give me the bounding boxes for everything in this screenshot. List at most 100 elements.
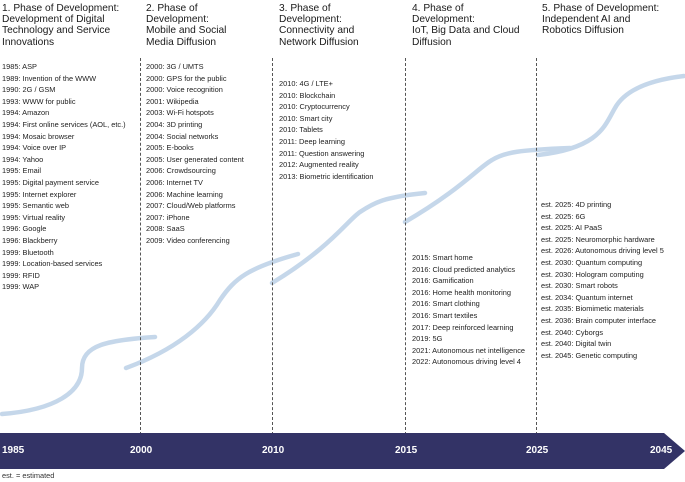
milestone-item: 1994: Mosaic browser xyxy=(2,131,75,141)
milestone-item: 1995: Email xyxy=(2,166,42,176)
year-label-2025: 2025 xyxy=(526,445,549,456)
milestone-item: est. 2025: Neuromorphic hardware xyxy=(541,234,655,244)
milestone-item: 1994: Voice over IP xyxy=(2,143,67,153)
milestone-item: est. 2030: Hologram computing xyxy=(541,269,644,279)
milestone-item: est. 2040: Digital twin xyxy=(541,339,612,349)
milestone-item: 2010: Cryptocurrency xyxy=(279,102,350,112)
phase-divider-1 xyxy=(140,58,141,435)
milestone-item: 2021: Autonomous net intelligence xyxy=(412,345,525,355)
year-label-1985: 1985 xyxy=(2,445,25,456)
footnote: est. = estimated xyxy=(2,471,55,480)
phase-2-title-line: 2. Phase of xyxy=(146,3,198,14)
milestone-item: est. 2045: Genetic computing xyxy=(541,350,638,360)
phase-5-title-line: 5. Phase of Development: xyxy=(542,3,660,14)
timeline-arrow xyxy=(0,433,685,469)
milestone-item: 2015: Smart home xyxy=(412,253,473,262)
milestone-item: 2001: Wikipedia xyxy=(146,96,199,106)
phase-3-title-line: Network Diffusion xyxy=(279,36,359,48)
milestone-item: 2011: Question answering xyxy=(279,148,365,158)
phase-3-title: 3. Phase of Development: Connectivity an… xyxy=(279,3,359,48)
phase-divider-3 xyxy=(405,58,406,435)
milestone-item: 2017: Deep reinforced learning xyxy=(412,322,514,332)
phase-4-title: 4. Phase of Development: IoT, Big Data a… xyxy=(412,3,520,48)
milestone-item: 1993: WWW for public xyxy=(2,96,76,106)
milestone-item: est. 2040: Cyborgs xyxy=(541,327,604,337)
phase-4-title-line: IoT, Big Data and Cloud xyxy=(412,25,520,37)
phase-5-title-line: Robotics Diffusion xyxy=(542,25,624,37)
phase-2-title-line: Mobile and Social xyxy=(146,25,227,37)
phase-1-title-line: Development of Digital xyxy=(2,14,105,26)
milestone-item: 1985: ASP xyxy=(2,62,37,71)
milestone-item: 2008: SaaS xyxy=(146,224,185,234)
milestone-item: 2000: 3G / UMTS xyxy=(146,62,204,71)
milestone-item: est. 2035: Biomimetic materials xyxy=(541,304,644,314)
milestone-item: 1999: RFID xyxy=(2,270,40,280)
milestone-item: 2010: Smart city xyxy=(279,113,333,123)
phase-1-milestones: 1985: ASP 1989: Invention of the WWW 199… xyxy=(2,61,126,293)
s-curve-phase-2 xyxy=(123,251,301,371)
milestone-item: 1995: Virtual reality xyxy=(2,212,66,222)
milestone-item: 2007: Cloud/Web platforms xyxy=(146,201,236,211)
s-curve-phase-5 xyxy=(535,73,685,158)
milestone-item: 1999: Location-based services xyxy=(2,259,103,269)
milestone-item: est. 2025: 4D printing xyxy=(541,200,612,209)
milestone-item: est. 2036: Brain computer interface xyxy=(541,315,657,325)
milestone-item: 2009: Video conferencing xyxy=(146,235,230,245)
s-curve-phase-1 xyxy=(0,334,158,417)
milestone-item: 1995: Semantic web xyxy=(2,201,69,211)
milestone-item: 2016: Smart textiles xyxy=(412,310,478,320)
milestone-item: 2010: 4G / LTE+ xyxy=(279,79,333,88)
milestone-item: 2003: Wi-Fi hotspots xyxy=(146,108,214,118)
milestone-item: 2016: Cloud predicted analytics xyxy=(412,264,516,274)
phase-divider-2 xyxy=(272,58,273,435)
milestone-item: 2019: 5G xyxy=(412,334,443,344)
phase-5-milestones: est. 2025: 4D printing est. 2025: 6G est… xyxy=(541,199,664,361)
milestone-item: 2006: Machine learning xyxy=(146,189,223,199)
year-label-2000: 2000 xyxy=(130,445,153,456)
phase-divider-4 xyxy=(536,58,537,435)
year-label-2045: 2045 xyxy=(650,445,673,456)
milestone-item: 1999: Bluetooth xyxy=(2,247,54,257)
milestone-item: 2000: GPS for the public xyxy=(146,73,227,83)
phase-3-milestones: 2010: 4G / LTE+ 2010: Blockchain 2010: C… xyxy=(279,78,374,182)
milestone-item: 1989: Invention of the WWW xyxy=(2,73,97,83)
milestone-item: 1999: WAP xyxy=(2,282,40,292)
milestone-item: est. 2025: 6G xyxy=(541,211,586,221)
milestone-item: 1994: Yahoo xyxy=(2,154,44,164)
phase-2-title-line: Development: xyxy=(146,14,209,26)
phase-1-title-line: Innovations xyxy=(2,36,55,48)
milestone-item: 1996: Google xyxy=(2,224,47,234)
milestone-item: 2010: Tablets xyxy=(279,125,323,135)
milestone-item: 1994: Amazon xyxy=(2,108,50,118)
milestone-item: 2016: Home health monitoring xyxy=(412,287,512,297)
milestone-item: est. 2025: AI PaaS xyxy=(541,223,603,233)
phase-4-title-line: Development: xyxy=(412,14,475,26)
milestone-item: 1995: Internet explorer xyxy=(2,189,77,199)
milestone-item: 2016: Gamification xyxy=(412,276,474,286)
milestone-item: 2022: Autonomous driving level 4 xyxy=(412,357,521,367)
milestone-item: 2000: Voice recognition xyxy=(146,85,223,95)
phase-4-title-line: Diffusion xyxy=(412,36,452,48)
milestone-item: 1996: Blackberry xyxy=(2,235,58,245)
phase-1-title-line: Technology and Service xyxy=(2,25,111,37)
s-curve-phase-3 xyxy=(269,190,428,286)
milestone-item: 1995: Digital payment service xyxy=(2,177,99,187)
milestone-item: 2004: 3D printing xyxy=(146,119,203,129)
phase-5-title-line: Independent AI and xyxy=(542,14,631,26)
milestone-item: 2006: Crowdsourcing xyxy=(146,166,216,176)
milestone-item: 2007: iPhone xyxy=(146,212,190,222)
phase-2-title: 2. Phase of Development: Mobile and Soci… xyxy=(146,3,226,48)
phase-2-milestones: 2000: 3G / UMTS 2000: GPS for the public… xyxy=(146,61,244,247)
milestone-item: 1994: First online services (AOL, etc.) xyxy=(2,119,126,129)
phase-3-title-line: Development: xyxy=(279,14,342,26)
phase-2-title-line: Media Diffusion xyxy=(146,36,217,48)
milestone-item: 2012: Augmented reality xyxy=(279,160,359,170)
year-label-2015: 2015 xyxy=(395,445,418,456)
milestone-item: 2010: Blockchain xyxy=(279,90,336,100)
milestone-item: 2016: Smart clothing xyxy=(412,299,480,309)
phase-3-title-line: 3. Phase of xyxy=(279,3,331,14)
phase-1-title: 1. Phase of Development: Development of … xyxy=(2,3,119,48)
year-label-2010: 2010 xyxy=(262,445,285,456)
milestone-item: est. 2026: Autonomous driving level 5 xyxy=(541,246,664,256)
